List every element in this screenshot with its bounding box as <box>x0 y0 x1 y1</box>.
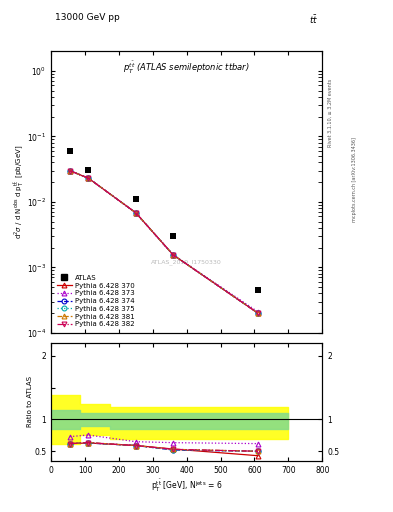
Y-axis label: Ratio to ATLAS: Ratio to ATLAS <box>27 376 33 428</box>
Text: Rivet 3.1.10, ≥ 3.2M events: Rivet 3.1.10, ≥ 3.2M events <box>328 78 333 147</box>
Y-axis label: d$^2\sigma$ / d N$^{\mathregular{obs}}$ d p$^{\mathregular{t\bar{t}}}_{\mathregu: d$^2\sigma$ / d N$^{\mathregular{obs}}$ … <box>12 145 26 239</box>
Point <box>85 165 92 174</box>
Point <box>133 195 139 203</box>
X-axis label: p$^{\mathregular{t\bar{t}}}_{\mathregular{T}}$ [GeV], N$^{\mathregular{jets}}$ =: p$^{\mathregular{t\bar{t}}}_{\mathregula… <box>151 477 222 494</box>
Text: 13000 GeV pp: 13000 GeV pp <box>55 13 120 22</box>
Text: $p_T^{t\bar{t}}$ (ATLAS semileptonic ttbar): $p_T^{t\bar{t}}$ (ATLAS semileptonic ttb… <box>123 60 250 76</box>
Text: ATLAS_2019_I1750330: ATLAS_2019_I1750330 <box>151 260 222 265</box>
Legend: ATLAS, Pythia 6.428 370, Pythia 6.428 373, Pythia 6.428 374, Pythia 6.428 375, P: ATLAS, Pythia 6.428 370, Pythia 6.428 37… <box>55 273 136 329</box>
Point <box>66 147 73 155</box>
Text: $t\bar{t}$: $t\bar{t}$ <box>309 13 318 26</box>
Point <box>255 286 261 294</box>
Text: mcplots.cern.ch [arXiv:1306.3436]: mcplots.cern.ch [arXiv:1306.3436] <box>352 137 357 222</box>
Point <box>170 232 176 240</box>
